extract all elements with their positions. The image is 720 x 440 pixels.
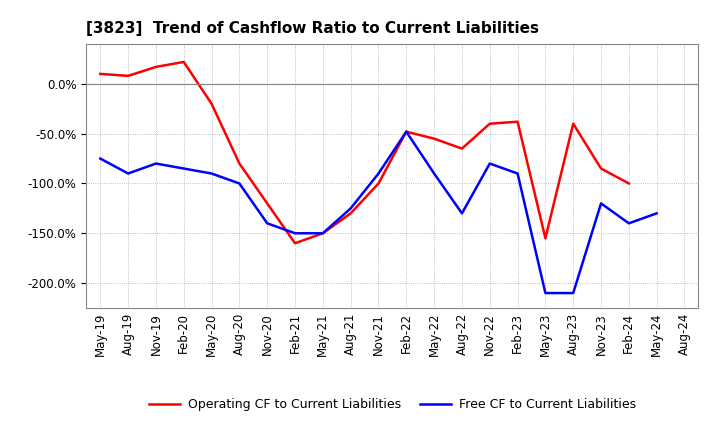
Free CF to Current Liabilities [318,231,327,236]
Free CF to Current Liabilities [597,201,606,206]
Operating CF to Current Liabilities [96,71,104,77]
Operating CF to Current Liabilities [402,129,410,134]
Free CF to Current Liabilities [124,171,132,176]
Operating CF to Current Liabilities [346,211,355,216]
Free CF to Current Liabilities [291,231,300,236]
Free CF to Current Liabilities [152,161,161,166]
Free CF to Current Liabilities [624,221,633,226]
Operating CF to Current Liabilities [152,64,161,70]
Operating CF to Current Liabilities [458,146,467,151]
Operating CF to Current Liabilities [124,73,132,78]
Operating CF to Current Liabilities [263,201,271,206]
Operating CF to Current Liabilities [513,119,522,125]
Operating CF to Current Liabilities [485,121,494,126]
Line: Operating CF to Current Liabilities: Operating CF to Current Liabilities [100,62,629,243]
Free CF to Current Liabilities [513,171,522,176]
Legend: Operating CF to Current Liabilities, Free CF to Current Liabilities: Operating CF to Current Liabilities, Fre… [144,393,641,416]
Operating CF to Current Liabilities [207,101,216,106]
Operating CF to Current Liabilities [235,161,243,166]
Line: Free CF to Current Liabilities: Free CF to Current Liabilities [100,132,657,293]
Free CF to Current Liabilities [235,181,243,186]
Free CF to Current Liabilities [569,290,577,296]
Free CF to Current Liabilities [430,171,438,176]
Operating CF to Current Liabilities [597,166,606,171]
Operating CF to Current Liabilities [569,121,577,126]
Operating CF to Current Liabilities [374,181,383,186]
Free CF to Current Liabilities [207,171,216,176]
Free CF to Current Liabilities [179,166,188,171]
Operating CF to Current Liabilities [624,181,633,186]
Operating CF to Current Liabilities [179,59,188,65]
Free CF to Current Liabilities [96,156,104,161]
Operating CF to Current Liabilities [318,231,327,236]
Free CF to Current Liabilities [402,129,410,134]
Operating CF to Current Liabilities [541,236,550,241]
Free CF to Current Liabilities [263,221,271,226]
Free CF to Current Liabilities [485,161,494,166]
Text: [3823]  Trend of Cashflow Ratio to Current Liabilities: [3823] Trend of Cashflow Ratio to Curren… [86,21,539,36]
Free CF to Current Liabilities [374,171,383,176]
Free CF to Current Liabilities [346,206,355,211]
Operating CF to Current Liabilities [430,136,438,141]
Operating CF to Current Liabilities [291,241,300,246]
Free CF to Current Liabilities [541,290,550,296]
Free CF to Current Liabilities [458,211,467,216]
Free CF to Current Liabilities [652,211,661,216]
